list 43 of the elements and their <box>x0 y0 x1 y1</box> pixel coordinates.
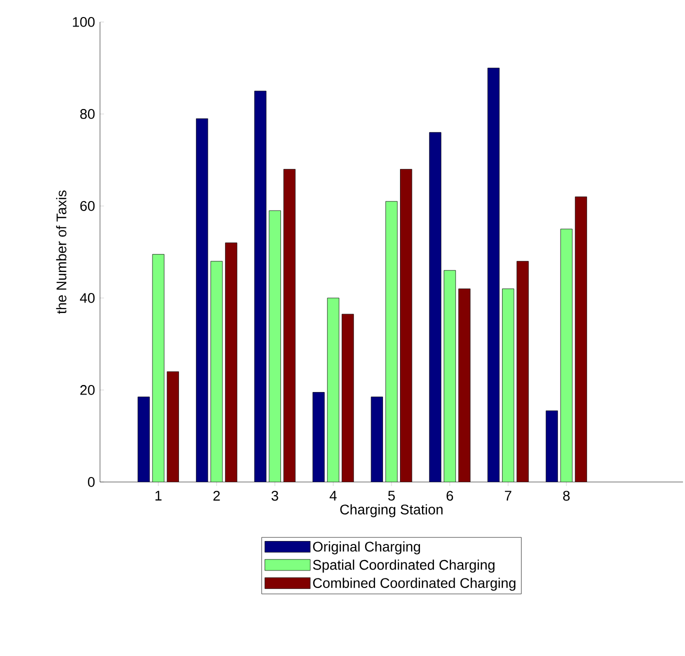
bar <box>458 288 470 482</box>
y-tick-label: 0 <box>88 477 95 487</box>
bar <box>488 68 500 482</box>
bar <box>196 118 208 482</box>
bar <box>254 90 266 482</box>
legend-label: Spatial Coordinated Charging <box>313 560 494 573</box>
x-tick-label: 5 <box>388 490 395 501</box>
bar <box>269 210 281 482</box>
y-tick-label: 40 <box>80 293 95 303</box>
x-axis-title: Charging Station <box>340 504 443 518</box>
y-axis-title: the Number of Taxis <box>56 190 66 314</box>
x-tick-label: 2 <box>213 490 220 501</box>
bar <box>167 372 179 482</box>
y-tick-label: 60 <box>80 201 95 211</box>
bar <box>312 392 324 482</box>
legend-label: Original Charging <box>313 541 420 554</box>
y-tick-label: 80 <box>80 109 95 119</box>
x-tick-label: 3 <box>272 490 278 501</box>
bar <box>386 201 398 482</box>
bar <box>400 169 412 482</box>
x-tick-label: 7 <box>504 490 512 500</box>
x-tick-label: 6 <box>446 490 454 501</box>
bar <box>560 228 572 482</box>
bar <box>429 132 442 482</box>
bar <box>502 288 514 482</box>
bar <box>371 396 383 482</box>
bar <box>342 314 354 482</box>
bar <box>574 196 588 482</box>
x-tick-label: 4 <box>330 490 337 500</box>
bar <box>210 261 222 482</box>
bar <box>138 396 150 482</box>
bar <box>284 169 296 482</box>
legend-label: Combined Coordinated Charging <box>313 578 516 591</box>
y-tick-label: 20 <box>80 385 95 395</box>
x-tick-label: 1 <box>155 490 162 500</box>
bar <box>546 410 558 482</box>
bar <box>444 270 456 482</box>
bar <box>152 254 164 482</box>
bar <box>225 242 238 482</box>
y-tick-label: 100 <box>72 17 95 27</box>
bar <box>327 298 340 482</box>
x-tick-label: 8 <box>563 490 570 501</box>
bar <box>516 261 529 482</box>
